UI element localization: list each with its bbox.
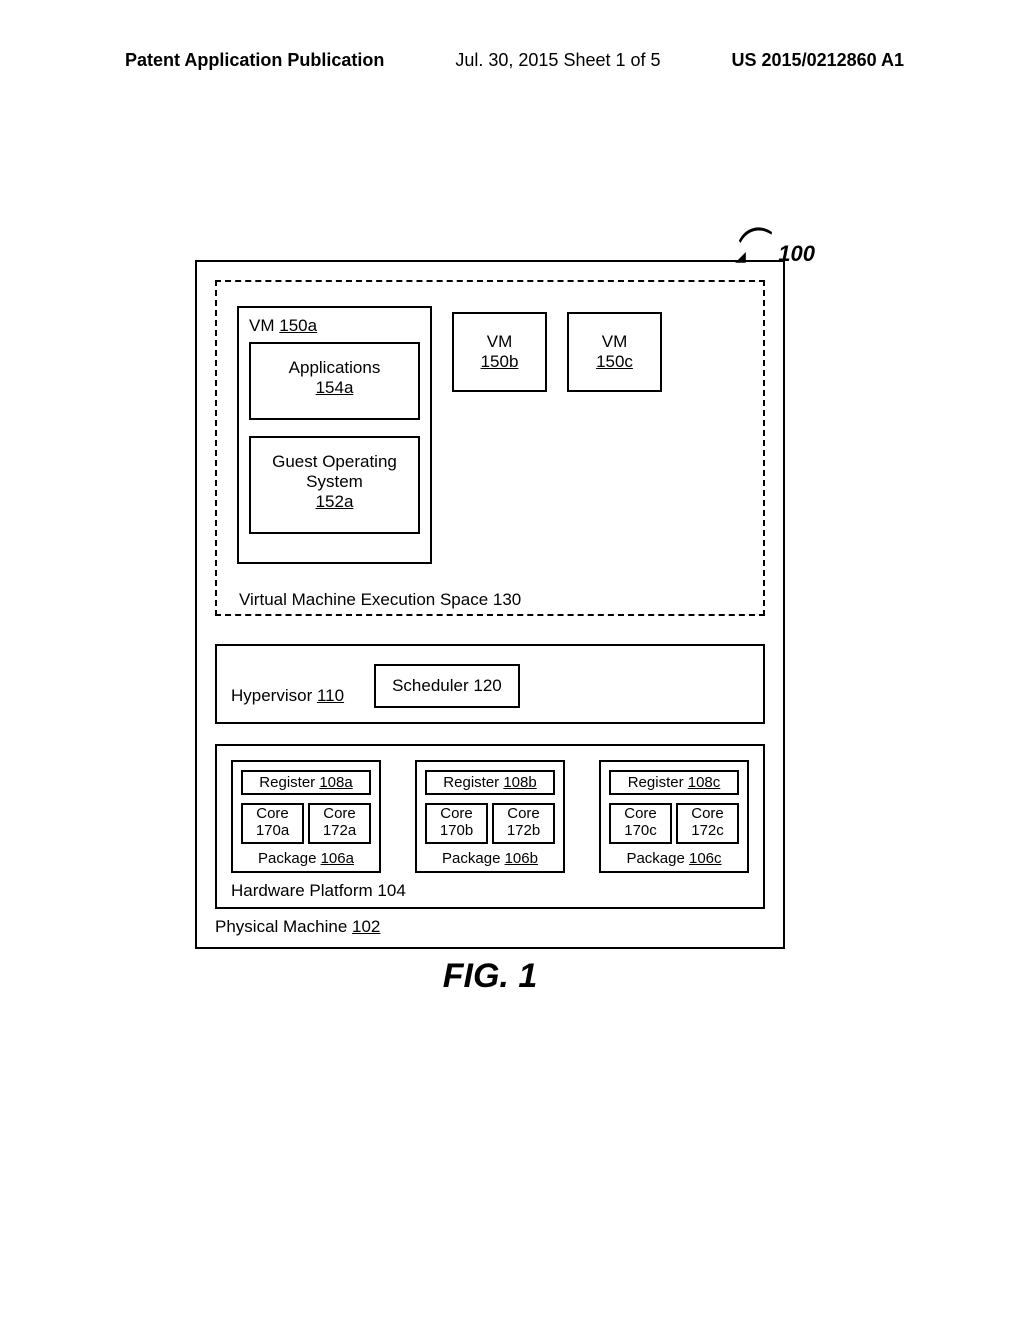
hardware-platform-box: Register 108a Core 170a Core 172a <box>215 744 765 909</box>
applications-text: Applications <box>257 358 412 378</box>
vm-title-text: VM <box>249 316 275 335</box>
vm-title: VM 150a <box>249 316 420 336</box>
cores-row-c: Core 170c Core 172c <box>609 803 739 844</box>
register-b: Register 108b <box>425 770 555 795</box>
core-170a: Core 170a <box>241 803 304 844</box>
guest-os-ref: 152a <box>257 492 412 512</box>
hypervisor-label: Hypervisor 110 <box>231 686 344 706</box>
header-left: Patent Application Publication <box>125 50 384 71</box>
vm-150c: VM 150c <box>567 312 662 392</box>
vm-b-text: VM <box>460 332 539 352</box>
vm-c-ref: 150c <box>575 352 654 372</box>
core-170b: Core 170b <box>425 803 488 844</box>
package-b-label: Package 106b <box>425 850 555 867</box>
core-172c-text: Core <box>680 805 735 822</box>
core-170c-text: Core <box>613 805 668 822</box>
vm-space-label: Virtual Machine Execution Space 130 <box>237 590 743 610</box>
vm-c-text: VM <box>575 332 654 352</box>
cores-row-a: Core 170a Core 172a <box>241 803 371 844</box>
vm-execution-space: VM 150a Applications 154a Guest Operatin… <box>215 280 765 616</box>
core-172a-ref: 172a <box>312 822 367 839</box>
package-b: Register 108b Core 170b Core 172b <box>415 760 565 873</box>
register-b-ref: 108b <box>503 774 536 791</box>
core-170a-text: Core <box>245 805 300 822</box>
core-172c: Core 172c <box>676 803 739 844</box>
scheduler-box: Scheduler 120 <box>374 664 520 708</box>
core-170b-ref: 170b <box>429 822 484 839</box>
core-172c-ref: 172c <box>680 822 735 839</box>
core-172b-text: Core <box>496 805 551 822</box>
register-a-ref: 108a <box>319 774 352 791</box>
package-a: Register 108a Core 170a Core 172a <box>231 760 381 873</box>
vm-row: VM 150a Applications 154a Guest Operatin… <box>237 306 743 564</box>
package-c-text: Package <box>626 850 684 867</box>
hypervisor-box: Hypervisor 110 Scheduler 120 <box>215 644 765 724</box>
header-center: Jul. 30, 2015 Sheet 1 of 5 <box>455 50 660 71</box>
figure-reference-bracket: ⌒ 100 ◢ <box>740 220 815 272</box>
vm-title-ref: 150a <box>279 316 317 335</box>
guest-os-line1: Guest Operating <box>257 452 412 472</box>
package-b-text: Package <box>442 850 500 867</box>
core-170c: Core 170c <box>609 803 672 844</box>
guest-os-line2: System <box>257 472 412 492</box>
applications-ref: 154a <box>257 378 412 398</box>
physical-machine-box: VM 150a Applications 154a Guest Operatin… <box>195 260 785 949</box>
package-c-ref: 106c <box>689 850 722 867</box>
core-172b: Core 172b <box>492 803 555 844</box>
figure-caption: FIG. 1 <box>195 957 785 996</box>
figure-container: ⌒ 100 ◢ VM 150a Applications 154a Guest … <box>195 260 785 996</box>
pm-ref: 102 <box>352 917 380 936</box>
register-a: Register 108a <box>241 770 371 795</box>
register-c: Register 108c <box>609 770 739 795</box>
figure-ref-number: 100 <box>778 241 815 266</box>
vm-150a: VM 150a Applications 154a Guest Operatin… <box>237 306 432 564</box>
core-172b-ref: 172b <box>496 822 551 839</box>
cores-row-b: Core 170b Core 172b <box>425 803 555 844</box>
package-c-label: Package 106c <box>609 850 739 867</box>
register-c-ref: 108c <box>688 774 721 791</box>
hypervisor-text: Hypervisor <box>231 686 312 705</box>
package-a-label: Package 106a <box>241 850 371 867</box>
page-header: Patent Application Publication Jul. 30, … <box>0 50 1024 71</box>
vm-b-ref: 150b <box>460 352 539 372</box>
core-172a-text: Core <box>312 805 367 822</box>
arrow-icon: ◢ <box>735 248 746 265</box>
hypervisor-ref: 110 <box>317 686 344 705</box>
core-170a-ref: 170a <box>245 822 300 839</box>
register-b-text: Register <box>443 774 499 791</box>
applications-box: Applications 154a <box>249 342 420 420</box>
package-c: Register 108c Core 170c Core 172c <box>599 760 749 873</box>
curly-bracket-icon: ⌒ <box>733 211 784 281</box>
header-right: US 2015/0212860 A1 <box>732 50 904 71</box>
hardware-label: Hardware Platform 104 <box>231 881 749 901</box>
package-a-ref: 106a <box>321 850 354 867</box>
package-a-text: Package <box>258 850 316 867</box>
vm-150b: VM 150b <box>452 312 547 392</box>
core-170b-text: Core <box>429 805 484 822</box>
guest-os-box: Guest Operating System 152a <box>249 436 420 534</box>
register-c-text: Register <box>628 774 684 791</box>
register-a-text: Register <box>259 774 315 791</box>
pm-text: Physical Machine <box>215 917 347 936</box>
packages-row: Register 108a Core 170a Core 172a <box>231 760 749 873</box>
core-172a: Core 172a <box>308 803 371 844</box>
package-b-ref: 106b <box>505 850 538 867</box>
physical-machine-label: Physical Machine 102 <box>215 917 765 937</box>
core-170c-ref: 170c <box>613 822 668 839</box>
